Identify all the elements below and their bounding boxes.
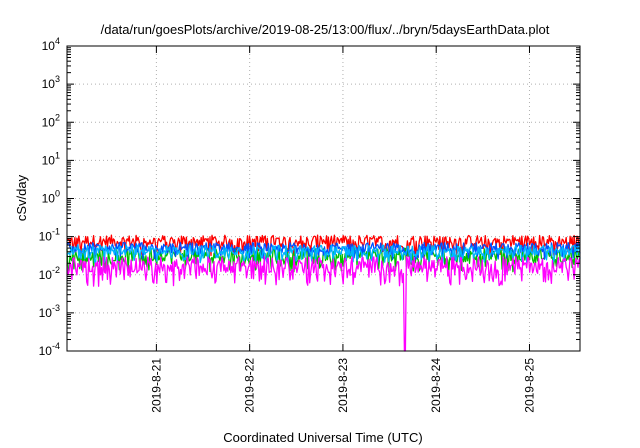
x-tick-label: 2019-8-22 [243, 358, 257, 413]
x-axis-label: Coordinated Universal Time (UTC) [223, 430, 422, 445]
x-tick-label: 2019-8-21 [149, 358, 163, 413]
series-line [66, 244, 581, 264]
grid [67, 46, 580, 351]
y-axis: 10-4 10-3 10-2 10-1 100 101 102 103 104 [39, 36, 580, 358]
x-tick-label: 2019-8-25 [522, 358, 536, 413]
x-axis: 2019-8-21 2019-8-22 2019-8-23 2019-8-24 2019… [149, 46, 536, 413]
chart-title: /data/run/goesPlots/archive/2019-08-25/1… [101, 22, 550, 37]
y-tick-label: 104 [42, 36, 60, 53]
y-tick-label: 10-2 [39, 265, 60, 282]
y-axis-label: cSv/day [14, 174, 29, 221]
series-layer [66, 234, 581, 352]
y-tick-label: 10-1 [39, 227, 60, 244]
series-line [66, 234, 581, 258]
y-tick-label: 100 [42, 189, 60, 206]
y-tick-label: 103 [42, 74, 60, 91]
y-tick-label: 102 [42, 112, 60, 129]
x-tick-label: 2019-8-24 [429, 358, 443, 413]
y-tick-label: 10-4 [39, 341, 60, 358]
y-tick-label: 101 [42, 150, 60, 167]
y-tick-label: 10-3 [39, 303, 60, 320]
x-tick-label: 2019-8-23 [336, 358, 350, 413]
series-line [66, 241, 581, 261]
series-line [66, 255, 581, 352]
